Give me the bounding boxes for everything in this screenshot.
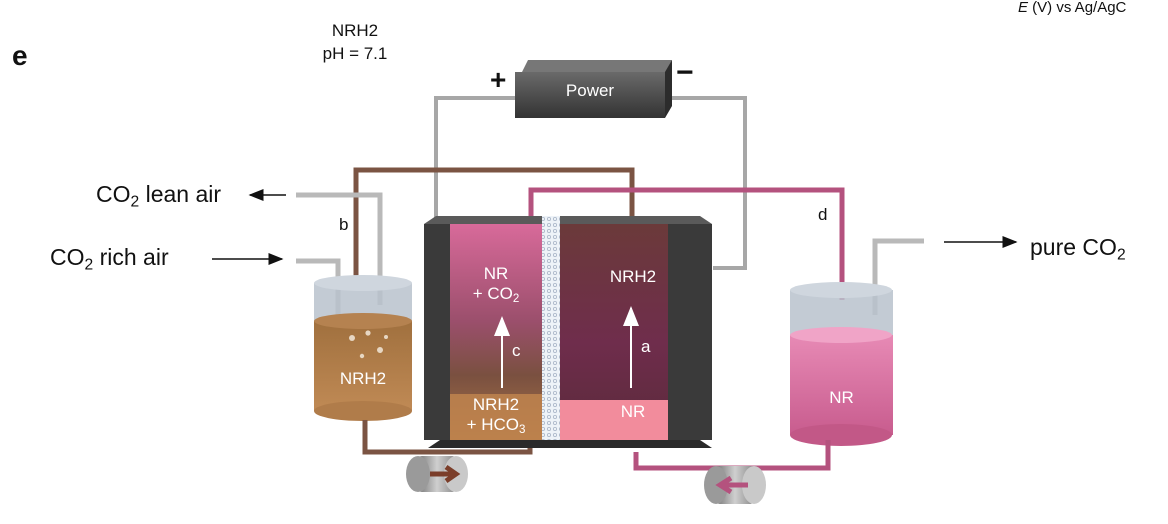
pump-right: [704, 466, 766, 504]
letter-c: c: [512, 341, 521, 360]
pump-left: [406, 456, 468, 492]
letter-b: b: [339, 215, 349, 234]
cell-right-top: NRH2: [609, 267, 657, 286]
axis-e-symbol: E: [1018, 0, 1029, 16]
desorber-beaker: [790, 282, 893, 446]
power-minus-sign: −: [676, 56, 694, 89]
cell-left-top-line2: + CO2: [472, 284, 520, 306]
co2-rich-air-label: CO2 rich air: [50, 244, 169, 274]
cell-left-bottom-line2: + HCO3: [466, 415, 526, 437]
electrochemical-cell: [424, 216, 712, 448]
axis-unit-text: (V) vs Ag/AgC: [1028, 0, 1127, 16]
top-left-name: NRH2: [331, 21, 379, 40]
wire-positive: [434, 96, 515, 225]
wire-negative: [668, 96, 747, 270]
power-plus-sign: +: [490, 64, 507, 95]
letter-d: d: [818, 205, 828, 224]
desorber-label: NR: [829, 388, 854, 407]
cell-left-bottom-line1: NRH2: [472, 395, 520, 414]
pure-co2-label: pure CO2: [1030, 234, 1126, 264]
brown-tube-top: [353, 167, 635, 290]
power-supply-box: [515, 60, 672, 118]
letter-a: a: [641, 337, 651, 356]
top-right-axis-label: E (V) vs Ag/AgC: [1018, 0, 1126, 15]
lean-air-pipe: [296, 192, 383, 305]
co2-lean-air-label: CO2 lean air: [96, 181, 222, 211]
panel-letter: e: [12, 40, 28, 71]
absorber-beaker: [314, 275, 412, 421]
absorber-label: NRH2: [339, 369, 387, 388]
power-label: Power: [565, 81, 615, 100]
top-left-ph: pH = 7.1: [322, 44, 388, 63]
cell-right-bottom: NR: [620, 402, 646, 421]
cell-left-top-line1: NR: [483, 264, 509, 283]
brown-tube-bottom: [362, 420, 533, 455]
pink-tube-top: [528, 187, 845, 300]
